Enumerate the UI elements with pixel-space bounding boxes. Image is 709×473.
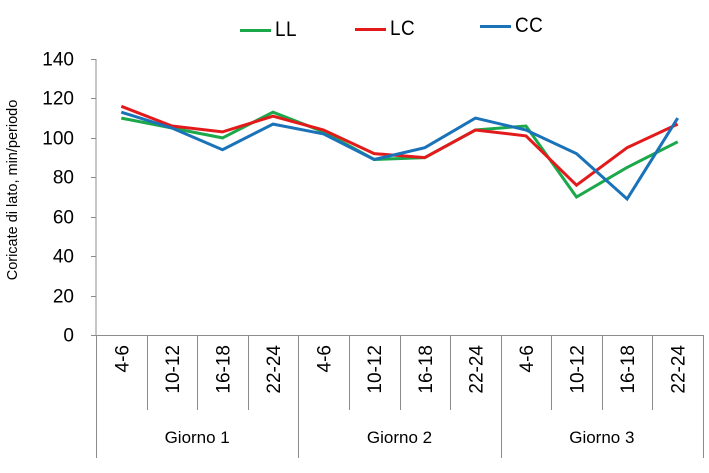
x-axis-labels: 4-6 10-12 16-18 22-24 4-6 10-12 16-18 22-24 4-6 1… (112, 345, 689, 447)
legend-swatch-lc (355, 27, 386, 31)
x-category-label: 10-12 (163, 345, 184, 394)
y-axis-title-wrap: Coricate di lato, min/periodo (0, 50, 26, 330)
series-line-ll (121, 110, 679, 199)
legend-label-ll: LL (275, 18, 297, 41)
x-category-label: 22-24 (669, 345, 690, 394)
y-tick-label: 40 (53, 247, 74, 268)
y-tick-label: 100 (42, 129, 74, 150)
x-category-label: 22-24 (466, 345, 487, 394)
legend-item-cc: CC (480, 14, 546, 38)
x-group-label: Giorno 1 (165, 428, 230, 447)
x-category-label: 22-24 (264, 345, 285, 394)
legend-label-cc: CC (515, 14, 544, 37)
y-tick-label: 140 (42, 50, 74, 71)
x-category-label: 4-6 (315, 345, 336, 372)
x-category-label: 16-18 (618, 345, 639, 394)
y-tick-label: 120 (42, 89, 74, 110)
series-line-cc (120, 110, 679, 202)
legend-item-ll: LL (240, 18, 299, 42)
y-tick-label: 80 (53, 168, 74, 189)
x-category-label: 10-12 (568, 345, 589, 394)
series-lines (120, 104, 679, 202)
x-category-label: 4-6 (517, 345, 538, 372)
y-tick-label: 60 (53, 208, 74, 229)
series-line-lc (120, 104, 679, 188)
x-group-label: Giorno 2 (367, 428, 432, 447)
x-category-label: 10-12 (365, 345, 386, 394)
legend-swatch-ll (240, 28, 271, 32)
y-tick-label: 0 (63, 326, 74, 347)
y-axis-title: Coricate di lato, min/periodo (5, 99, 21, 281)
legend-item-lc: LC (355, 17, 418, 41)
x-group-label: Giorno 3 (569, 428, 634, 447)
y-tick-label: 20 (53, 287, 74, 308)
x-category-label: 4-6 (112, 345, 133, 372)
x-category-label: 16-18 (416, 345, 437, 394)
legend-swatch-cc (480, 24, 511, 28)
axes: 0 20 40 60 80 100 120 140 (42, 50, 704, 458)
x-category-label: 16-18 (213, 345, 234, 394)
legend-label-lc: LC (390, 17, 416, 40)
